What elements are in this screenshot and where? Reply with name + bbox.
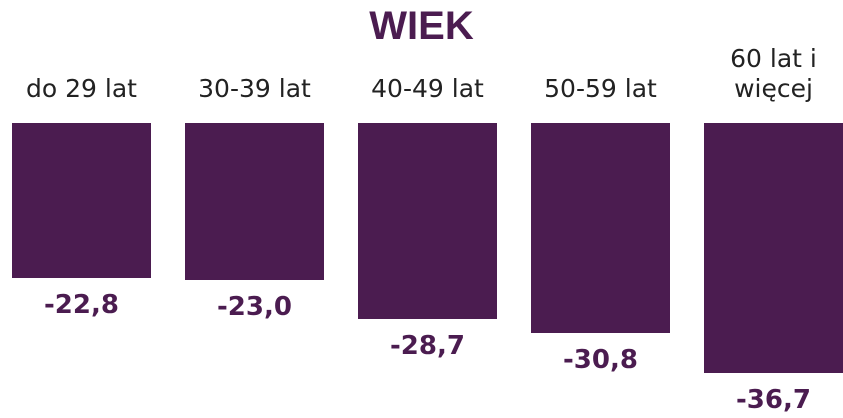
category-label: do 29 lat [26,74,137,103]
bar [704,123,843,373]
value-label: -22,8 [44,290,119,321]
category-label: 40-49 lat [371,74,484,103]
value-label: -28,7 [390,330,465,361]
value-label: -30,8 [563,344,638,375]
bar [185,123,324,280]
category-label: 30-39 lat [198,74,311,103]
value-label: -23,0 [217,291,292,322]
chart-title: WIEK [369,4,474,48]
bar [12,123,151,279]
bar [358,123,497,319]
category-label: 60 lat i więcej [730,44,817,103]
category-label: 50-59 lat [544,74,657,103]
value-label: -36,7 [736,385,811,415]
bar [531,123,670,333]
